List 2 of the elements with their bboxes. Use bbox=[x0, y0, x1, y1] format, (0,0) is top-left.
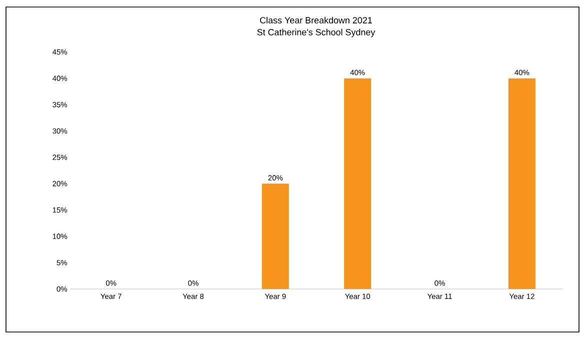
chart-title: Class Year Breakdown 2021 bbox=[260, 16, 372, 24]
chart-subtitle: St Catherine's School Sydney bbox=[257, 28, 376, 38]
